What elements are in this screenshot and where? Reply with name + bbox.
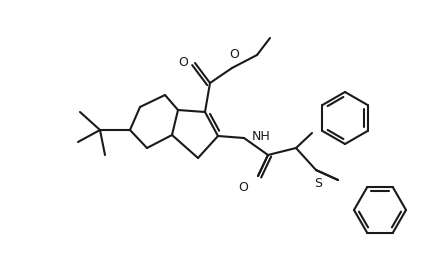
Text: NH: NH (252, 130, 271, 143)
Text: O: O (178, 57, 188, 69)
Text: O: O (229, 48, 239, 61)
Text: S: S (314, 177, 322, 190)
Text: O: O (238, 181, 248, 194)
